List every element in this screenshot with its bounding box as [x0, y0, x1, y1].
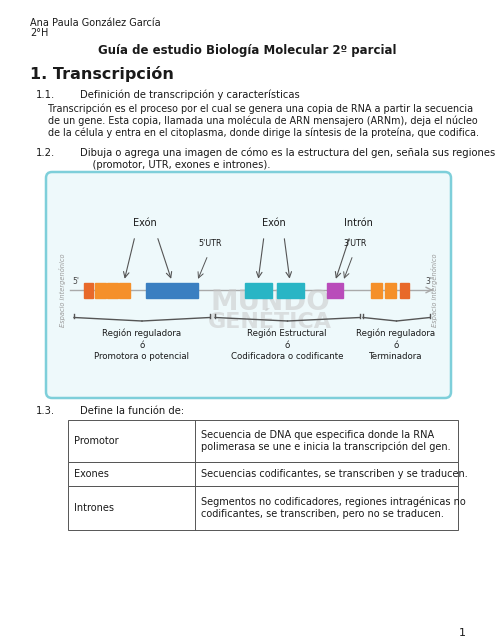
Text: Intrón: Intrón — [344, 218, 372, 228]
Text: Guía de estudio Biología Molecular 2º parcial: Guía de estudio Biología Molecular 2º pa… — [98, 44, 396, 57]
Text: Promotor: Promotor — [74, 436, 119, 446]
Bar — [95, 282, 105, 298]
Bar — [106, 282, 117, 298]
Text: Segmentos no codificadores, regiones intragénicas no
codificantes, se transcribe: Segmentos no codificadores, regiones int… — [201, 497, 466, 519]
Text: 3': 3' — [425, 277, 432, 286]
Text: de la célula y entra en el citoplasma, donde dirige la síntesis de la proteína, : de la célula y entra en el citoplasma, d… — [36, 128, 479, 138]
Text: Exón: Exón — [262, 218, 286, 228]
Bar — [118, 282, 130, 298]
Bar — [68, 462, 458, 486]
Bar — [68, 420, 458, 462]
Text: 5'UTR: 5'UTR — [198, 239, 222, 248]
Text: 1.2.: 1.2. — [36, 148, 55, 158]
Text: Región reguladora
ó
Terminadora: Región reguladora ó Terminadora — [356, 329, 436, 362]
Text: Intrones: Intrones — [74, 503, 114, 513]
Bar — [84, 282, 93, 298]
Bar — [399, 282, 408, 298]
Text: de un gene. Esta copia, llamada una molécula de ARN mensajero (ARNm), deja el nú: de un gene. Esta copia, llamada una molé… — [36, 116, 478, 127]
Text: Dibuja o agrega una imagen de cómo es la estructura del gen, señala sus regiones: Dibuja o agrega una imagen de cómo es la… — [80, 148, 495, 159]
Text: 5': 5' — [72, 277, 79, 286]
Text: Región Estructural
ó
Codificadora o codificante: Región Estructural ó Codificadora o codi… — [231, 329, 343, 362]
Bar — [370, 282, 382, 298]
Text: Definición de transcripción y características: Definición de transcripción y caracterís… — [80, 90, 300, 100]
Bar — [68, 486, 458, 530]
Bar — [277, 282, 303, 298]
Text: Transcripción es el proceso por el cual se genera una copia de RNA a partir la s: Transcripción es el proceso por el cual … — [36, 104, 473, 115]
Text: Exón: Exón — [133, 218, 157, 228]
Text: Secuencia de DNA que especifica donde la RNA
polimerasa se une e inicia la trans: Secuencia de DNA que especifica donde la… — [201, 430, 450, 452]
Text: GENÉTICA: GENÉTICA — [208, 312, 332, 332]
Bar — [146, 282, 198, 298]
Text: 1.1.: 1.1. — [36, 90, 55, 100]
Text: 1. Transcripción: 1. Transcripción — [30, 66, 174, 82]
Text: (promotor, UTR, exones e intrones).: (promotor, UTR, exones e intrones). — [80, 160, 270, 170]
Text: Espacio intergenónico: Espacio intergenónico — [58, 253, 65, 327]
Text: Ana Paula González García: Ana Paula González García — [30, 18, 160, 28]
Text: 1: 1 — [458, 628, 465, 638]
Text: Exones: Exones — [74, 469, 109, 479]
Text: Espacio intergenónico: Espacio intergenónico — [432, 253, 439, 327]
Text: Región reguladora
ó
Promotora o potencial: Región reguladora ó Promotora o potencia… — [95, 329, 190, 362]
Bar — [385, 282, 396, 298]
Bar — [245, 282, 271, 298]
Text: Secuencias codificantes, se transcriben y se traducen.: Secuencias codificantes, se transcriben … — [201, 469, 468, 479]
Bar — [327, 282, 343, 298]
Text: Define la función de:: Define la función de: — [80, 406, 184, 416]
FancyBboxPatch shape — [46, 172, 451, 398]
Text: 3'UTR: 3'UTR — [344, 239, 367, 248]
Text: 1.3.: 1.3. — [36, 406, 55, 416]
Text: MUNDO: MUNDO — [210, 288, 330, 316]
Text: 2°H: 2°H — [30, 28, 49, 38]
